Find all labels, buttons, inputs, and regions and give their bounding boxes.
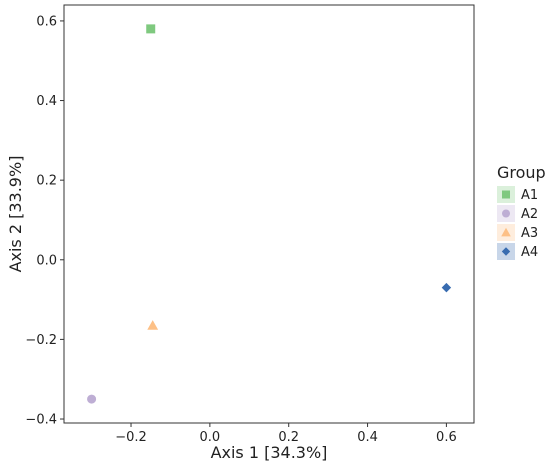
x-axis-title: Axis 1 [34.3%] xyxy=(211,443,328,462)
plot-panel xyxy=(63,4,475,424)
legend: Group A1 A2 A3 A4 xyxy=(497,163,546,260)
x-tick-label: 0.0 xyxy=(200,430,221,445)
data-point-a4 xyxy=(441,282,452,293)
legend-label-a3: A3 xyxy=(521,226,538,241)
legend-marker-a4 xyxy=(501,247,511,256)
data-points xyxy=(87,24,452,404)
x-tick-label: 0.6 xyxy=(436,430,457,445)
x-tick-label: 0.2 xyxy=(278,430,299,445)
y-tick-label: 0.0 xyxy=(36,253,57,268)
data-point-a1 xyxy=(146,24,156,34)
x-tick-label: −0.2 xyxy=(115,430,147,445)
y-tick-label: 0.4 xyxy=(36,94,57,109)
y-tick-label: 0.2 xyxy=(36,174,57,189)
y-axis-title: Axis 2 [33.9%] xyxy=(6,156,25,273)
legend-title: Group xyxy=(497,163,546,182)
y-tick-label: −0.2 xyxy=(25,333,57,348)
y-axis-ticks: −0.4 −0.2 0.0 0.2 0.4 0.6 xyxy=(25,14,64,428)
legend-label-a4: A4 xyxy=(521,245,538,260)
y-tick-label: −0.4 xyxy=(25,413,57,428)
x-tick-label: 0.4 xyxy=(357,430,378,445)
legend-marker-a1 xyxy=(502,190,510,199)
legend-items: A1 A2 A3 A4 xyxy=(497,186,538,260)
y-tick-label: 0.6 xyxy=(36,14,57,29)
data-point-a2 xyxy=(87,394,97,404)
legend-label-a1: A1 xyxy=(521,188,538,203)
legend-marker-a2 xyxy=(502,209,510,218)
legend-marker-a3 xyxy=(501,227,511,237)
data-point-a3 xyxy=(147,320,159,330)
x-axis-ticks: −0.2 0.0 0.2 0.4 0.6 xyxy=(115,423,457,445)
legend-label-a2: A2 xyxy=(521,207,538,222)
